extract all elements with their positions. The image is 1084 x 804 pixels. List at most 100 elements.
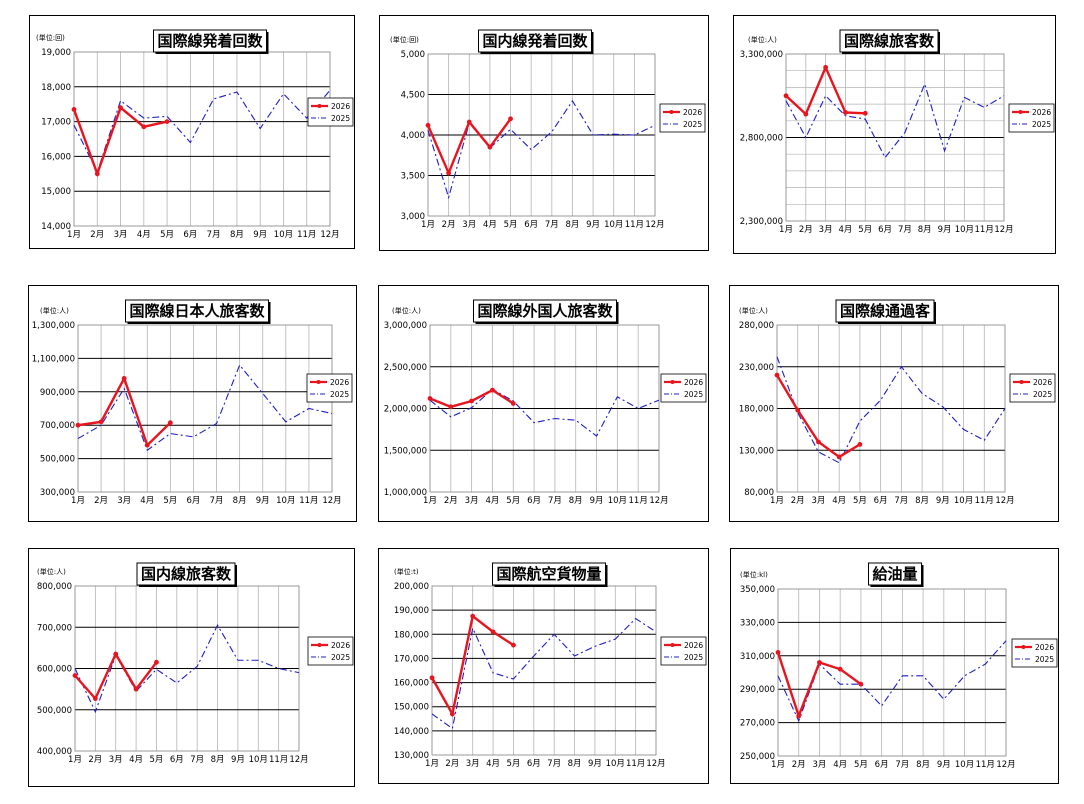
y-tick-label: 3,000,000 [384,321,427,331]
unit-label: (単位:人) [748,35,777,44]
x-tick-label: 7月 [894,496,908,506]
y-tick-label: 330,000 [740,618,775,628]
chart-panel-fuel-supply: 250,000 270,000 290,000 310,000 330,000 350,0… [730,548,1059,784]
x-tick-label: 10月 [606,759,625,769]
x-tick-label: 1月 [771,760,785,770]
unit-label: (単位:回) [390,35,419,44]
legend-2026-label: 2026 [1035,643,1054,652]
chart-panel-international-transit-passengers: 80,000 130,000 180,000 230,000 280,000 1月 2月 3月… [729,285,1059,522]
x-tick-label: 4月 [486,759,500,769]
x-tick-label: 5月 [854,760,868,770]
x-tick-label: 4月 [140,496,154,506]
series-2026-point [862,110,868,116]
legend-2026-marker [670,643,675,647]
legend: 2026 2025 [660,373,707,403]
x-tick-label: 12月 [994,225,1013,235]
x-tick-label: 3月 [117,496,131,506]
x-tick-label: 2月 [442,220,456,230]
x-tick-label: 8月 [918,225,932,235]
x-tick-label: 8月 [569,496,583,506]
x-tick-label: 3月 [812,760,826,770]
legend-2025-label: 2025 [1033,390,1052,399]
series-2026-point [167,420,173,426]
x-tick-label: 10月 [608,496,627,506]
y-tick-label: 15,000 [41,187,71,197]
x-tick-label: 8月 [211,755,225,765]
y-tick-label: 300,000 [40,488,75,498]
chart-panel-international-japanese-passengers: 300,000 500,000 700,000 900,000 1,100,000 1,3… [28,285,357,522]
series-2025-line [776,356,1006,464]
series-2026-point [113,651,119,657]
series-2026-point [857,442,863,447]
series-2026-point [858,681,864,687]
series-2026-point [94,171,100,177]
x-tick-label: 7月 [898,225,912,235]
title-box [136,562,236,586]
plot-area [78,325,332,492]
series-2026-point [144,442,150,448]
plot-frame [429,324,660,493]
chart-title: 国際線外国人旅客数 [477,302,613,320]
y-tick-label: 500,000 [40,455,75,465]
series-2026-point [118,105,123,111]
y-tick-label: 4,500 [401,91,425,101]
legend-box [307,636,354,666]
title-box [868,562,922,586]
legend-2026-label: 2026 [684,378,703,387]
x-tick-label: 6月 [183,230,197,240]
y-tick-label: 2,000,000 [384,405,427,415]
chart-title: 国内線旅客数 [141,565,232,583]
series-2026-point [469,398,475,404]
x-tick-label: 9月 [938,225,952,235]
y-tick-label: 14,000 [41,222,71,232]
series-2026-point [796,713,802,719]
x-tick-label: 6月 [524,220,538,230]
title-box [478,29,592,53]
plot-frame [777,588,1007,757]
x-tick-label: 4月 [832,496,846,506]
x-tick-label: 4月 [137,230,151,240]
legend-2026-marker [1019,380,1024,384]
chart-svg: 130,000 140,000 150,000 160,000 170,000 180,0… [394,562,707,769]
series-2026-point [774,372,780,378]
x-tick-label: 5月 [163,496,177,506]
x-tick-label: 1月 [421,220,435,230]
legend-2026-marker [317,643,322,647]
x-tick-label: 6月 [186,496,200,506]
y-tick-label: 170,000 [394,654,429,664]
x-tick-label: 6月 [874,496,888,506]
x-tick-label: 3月 [811,496,825,506]
legend-2026-label: 2026 [1032,108,1051,117]
title-box [473,299,617,323]
legend-box [660,373,707,403]
x-tick-label: 3月 [109,755,123,765]
x-tick-label: 8月 [230,230,244,240]
chart-panel-international-foreign-passengers: 1,000,000 1,500,000 2,000,000 2,500,000 3,00… [378,285,709,522]
y-tick-label: 1,500,000 [384,446,427,456]
x-tick-label: 6月 [170,755,184,765]
legend: 2026 2025 [1011,638,1058,668]
series-2026-point [487,144,493,150]
series-2026-point [449,711,455,717]
x-tick-label: 3月 [466,759,480,769]
x-tick-label: 7月 [548,496,562,506]
y-tick-label: 250,000 [740,752,775,762]
y-tick-label: 900,000 [40,388,75,398]
y-tick-label: 400,000 [37,747,72,757]
chart-svg: 1,000,000 1,500,000 2,000,000 2,500,000 3,00… [384,299,707,506]
x-tick-label: 7月 [210,496,224,506]
y-tick-label: 500,000 [37,706,72,716]
x-tick-label: 1月 [779,225,793,235]
y-tick-label: 270,000 [740,719,775,729]
series-2025-line [73,89,331,174]
x-tick-label: 1月 [425,759,439,769]
y-tick-label: 1,000,000 [384,488,427,498]
x-tick-label: 4月 [129,755,143,765]
y-tick-label: 140,000 [394,727,429,737]
chart-panel-domestic-flights: 3,000 3,500 4,000 4,500 5,000 1月 2月 3月 4月 5月 6月 7月 8… [379,15,709,251]
x-tick-label: 10月 [954,496,973,506]
x-tick-label: 3月 [114,230,128,240]
x-tick-label: 2月 [799,225,813,235]
x-tick-label: 10月 [955,760,974,770]
x-tick-label: 7月 [545,220,559,230]
